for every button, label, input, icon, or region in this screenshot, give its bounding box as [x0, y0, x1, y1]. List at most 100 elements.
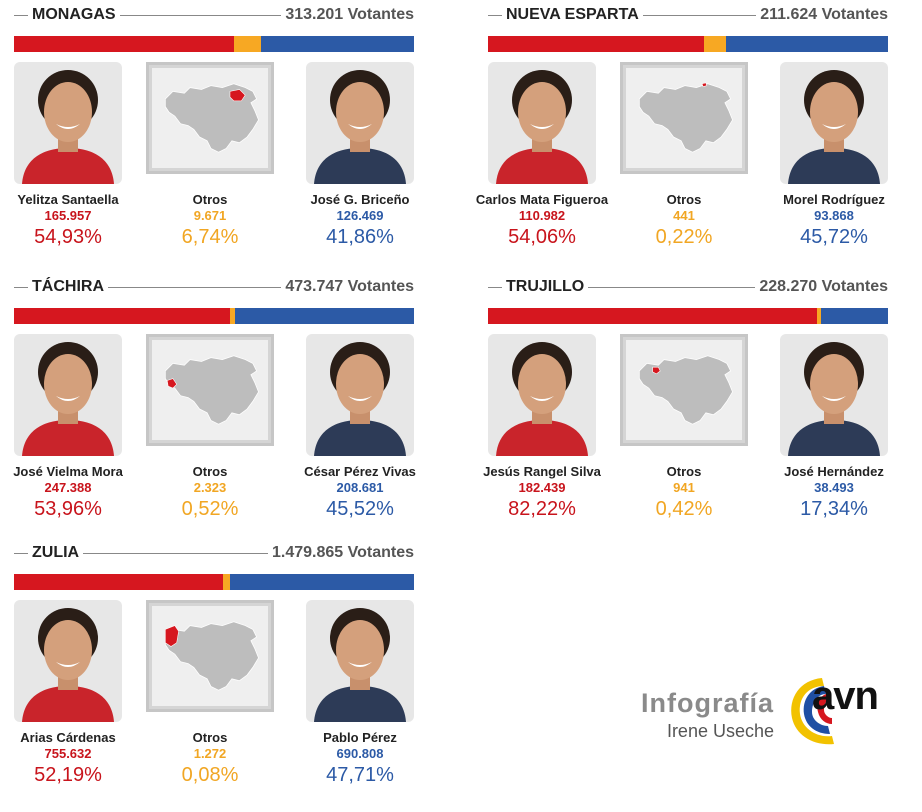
- candidate-votes-left: 165.957: [44, 208, 92, 223]
- shoulders: [788, 420, 880, 456]
- others-label: Otros: [192, 464, 228, 479]
- bar-segment-others: [229, 308, 235, 324]
- others-votes: 2.323: [193, 480, 227, 495]
- smile: [348, 124, 372, 129]
- others-votes: 1.272: [193, 746, 227, 761]
- avn-logo-text: avn: [812, 674, 879, 718]
- infographic-credit: Infografía Irene Useche: [614, 688, 774, 742]
- bar-segment-others: [704, 36, 727, 52]
- face: [810, 354, 858, 414]
- state-highlight: [166, 378, 178, 389]
- shoulders: [496, 148, 588, 184]
- credit-title: Infografía: [640, 688, 774, 718]
- candidate-pct-left: 52,19%: [34, 764, 102, 786]
- total-voters: 228.270 Votantes: [755, 278, 888, 296]
- candidate-name-left: Yelitza Santaella: [17, 192, 119, 207]
- candidate-photo-left: [14, 62, 122, 184]
- others-pct: 0,52%: [181, 498, 239, 520]
- total-voters: 1.479.865 Votantes: [267, 544, 414, 562]
- credit-author: Irene Useche: [666, 721, 774, 741]
- state-block-zulia: ZULIA 1.479.865 Votantes Arias Cárdenas …: [14, 542, 414, 812]
- face: [44, 354, 92, 414]
- vote-share-bar: [488, 308, 888, 324]
- face: [44, 82, 92, 142]
- state-block-tachira: TÁCHIRA 473.747 Votantes José Vielma Mor…: [13, 276, 416, 546]
- candidate-pct-left: 54,93%: [34, 226, 102, 248]
- candidate-name-right: Morel Rodríguez: [783, 192, 885, 207]
- others-pct: 0,22%: [655, 226, 713, 248]
- bar-segment-others: [222, 574, 230, 590]
- candidate-photo-left: [14, 600, 122, 722]
- candidate-votes-right: 38.493: [814, 480, 854, 495]
- shoulders: [314, 686, 406, 722]
- country-shape: [164, 355, 259, 425]
- bar-segment-left: [488, 36, 705, 52]
- person-portrait-icon: [496, 70, 588, 184]
- state-block-nueva-esparta: NUEVA ESPARTA 211.624 Votantes Carlos Ma…: [476, 4, 888, 274]
- candidate-name-right: José Hernández: [784, 464, 884, 479]
- avn-logo-mark: [791, 678, 834, 745]
- total-voters: 211.624 Votantes: [756, 6, 888, 24]
- face: [810, 82, 858, 142]
- candidate-pct-left: 82,22%: [508, 498, 576, 520]
- bar-segment-left: [488, 308, 817, 324]
- candidate-photo-left: [14, 334, 122, 456]
- state-highlight: [652, 366, 661, 375]
- bar-segment-right: [726, 36, 888, 52]
- candidate-votes-right: 208.681: [336, 480, 384, 495]
- country-shape: [638, 355, 733, 425]
- bar-segment-left: [14, 36, 234, 52]
- bar-segment-right: [229, 574, 414, 590]
- candidate-photo-right: [780, 62, 888, 184]
- country-shape: [164, 83, 259, 153]
- shoulders: [22, 148, 114, 184]
- shoulders: [22, 686, 114, 722]
- candidate-pct-right: 41,86%: [326, 226, 394, 248]
- person-portrait-icon: [22, 70, 114, 184]
- bar-segment-right: [820, 308, 888, 324]
- venezuela-map-icon: [638, 82, 733, 153]
- total-voters: 473.747 Votantes: [281, 278, 414, 296]
- avn-logo: avn: [782, 672, 900, 752]
- smile: [530, 124, 554, 129]
- smile: [56, 396, 80, 401]
- state-header: ZULIA 1.479.865 Votantes: [14, 542, 414, 564]
- candidate-photo-right: [306, 62, 414, 184]
- person-portrait-icon: [788, 70, 880, 184]
- smile: [530, 396, 554, 401]
- candidate-votes-right: 126.469: [336, 208, 384, 223]
- country-shape: [638, 83, 733, 153]
- others-votes: 941: [673, 480, 695, 495]
- candidate-votes-left: 247.388: [44, 480, 92, 495]
- shoulders: [496, 420, 588, 456]
- others-votes: 9.671: [193, 208, 227, 223]
- smile: [822, 396, 846, 401]
- candidate-votes-left: 182.439: [518, 480, 566, 495]
- candidate-pct-left: 53,96%: [34, 498, 102, 520]
- candidate-name-left: Jesús Rangel Silva: [483, 464, 601, 479]
- person-portrait-icon: [314, 608, 406, 722]
- smile: [822, 124, 846, 129]
- state-block-trujillo: TRUJILLO 228.270 Votantes Jesús Rangel S…: [483, 276, 888, 546]
- candidate-photo-left: [488, 62, 596, 184]
- person-portrait-icon: [496, 342, 588, 456]
- candidate-pct-right: 17,34%: [800, 498, 868, 520]
- state-highlight: [229, 89, 246, 102]
- person-portrait-icon: [314, 70, 406, 184]
- others-label: Otros: [192, 730, 228, 745]
- vote-share-bar: [14, 308, 414, 324]
- candidate-pct-left: 54,06%: [508, 226, 576, 248]
- candidate-name-left: José Vielma Mora: [13, 464, 123, 479]
- state-header: MONAGAS 313.201 Votantes: [14, 4, 414, 26]
- candidate-pct-right: 47,71%: [326, 764, 394, 786]
- total-voters: 313.201 Votantes: [281, 6, 414, 24]
- candidate-photo-right: [780, 334, 888, 456]
- state-name: TRUJILLO: [506, 278, 589, 296]
- smile: [56, 662, 80, 667]
- others-votes: 441: [673, 208, 695, 223]
- venezuela-map-icon: [164, 83, 259, 153]
- person-portrait-icon: [22, 342, 114, 456]
- smile: [56, 124, 80, 129]
- candidate-name-left: Arias Cárdenas: [20, 730, 116, 745]
- person-portrait-icon: [788, 342, 880, 456]
